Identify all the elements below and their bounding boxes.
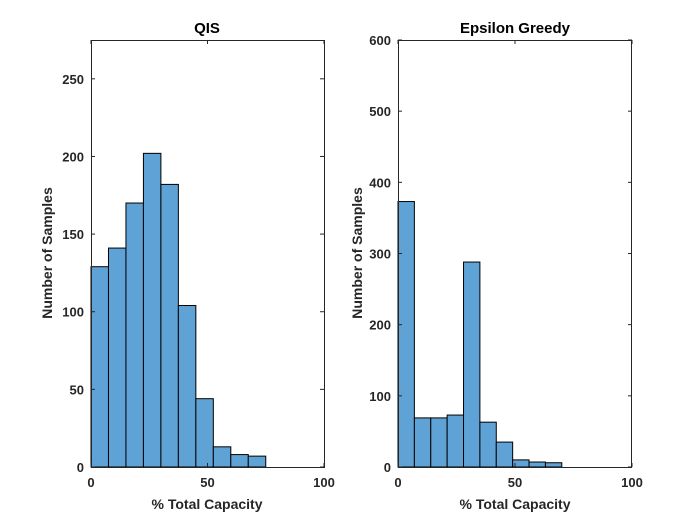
chart-qis-title: QIS: [194, 20, 220, 37]
chart-epsilon-greedy-ytick-label-100: 100: [369, 389, 391, 404]
chart-qis-frame: [91, 40, 325, 468]
chart-epsilon-greedy-ticks: 0 50 100 0 100 200 300 400 500 600: [369, 33, 643, 490]
chart-qis-ytick-label-150: 150: [62, 227, 84, 242]
chart-qis-bar-7: [212, 446, 232, 468]
chart-epsilon-greedy-bar-5: [479, 421, 497, 468]
chart-qis-xtick-label-50: 50: [200, 475, 214, 490]
chart-qis-ytick-label-0: 0: [77, 460, 84, 475]
chart-qis-bar-2: [125, 202, 144, 468]
chart-qis-bar-9: [247, 455, 267, 468]
chart-qis-bar-4: [160, 183, 179, 468]
chart-epsilon-greedy-bar-4: [463, 261, 481, 468]
chart-epsilon-greedy-ytick-label-600: 600: [369, 33, 391, 48]
chart-epsilon-greedy-frame: [398, 40, 632, 468]
chart-epsilon-greedy-xtick-label-50: 50: [508, 475, 522, 490]
chart-epsilon-greedy-xtick-label-100: 100: [621, 475, 643, 490]
chart-epsilon-greedy-bar-9: [544, 462, 563, 468]
chart-epsilon-greedy-bar-6: [495, 441, 514, 468]
chart-qis-bar-8: [230, 454, 249, 468]
chart-qis-bar-0: [90, 266, 109, 468]
chart-qis-ytick-label-100: 100: [62, 305, 84, 320]
chart-epsilon-greedy-ytick-label-300: 300: [369, 247, 391, 262]
chart-qis: QIS % Total Capacity Number of Samples 0…: [39, 20, 335, 512]
chart-epsilon-greedy-bar-2: [430, 417, 448, 468]
chart-epsilon-greedy: Epsilon Greedy % Total Capacity Number o…: [349, 20, 643, 512]
chart-epsilon-greedy-bars: [397, 201, 563, 468]
chart-epsilon-greedy-bar-1: [413, 417, 432, 468]
chart-epsilon-greedy-ytick-label-400: 400: [369, 175, 391, 190]
chart-qis-ytick-label-200: 200: [62, 149, 84, 164]
chart-qis-bar-3: [142, 152, 162, 468]
chart-epsilon-greedy-bar-0: [397, 201, 415, 468]
chart-qis-bar-5: [177, 305, 197, 468]
chart-epsilon-greedy-ytick-label-0: 0: [384, 460, 391, 475]
chart-epsilon-greedy-xlabel: % Total Capacity: [460, 496, 571, 512]
chart-epsilon-greedy-ytick-label-500: 500: [369, 104, 391, 119]
chart-epsilon-greedy-title: Epsilon Greedy: [460, 20, 571, 37]
chart-qis-bars: [90, 152, 267, 468]
chart-qis-ytick-label-250: 250: [62, 72, 84, 87]
chart-qis-ylabel: Number of Samples: [39, 187, 55, 319]
chart-epsilon-greedy-ylabel: Number of Samples: [349, 187, 365, 319]
chart-epsilon-greedy-bar-8: [528, 461, 546, 468]
chart-qis-xtick-label-0: 0: [87, 475, 94, 490]
chart-qis-xlabel: % Total Capacity: [152, 496, 263, 512]
chart-qis-bar-1: [107, 247, 127, 468]
chart-epsilon-greedy-ytick-label-200: 200: [369, 318, 391, 333]
chart-qis-ticks: 0 50 100 0 50 100 150 200 250: [62, 40, 335, 490]
chart-epsilon-greedy-bar-3: [446, 414, 465, 468]
chart-qis-bar-6: [195, 398, 214, 468]
chart-qis-ytick-label-50: 50: [70, 382, 84, 397]
chart-qis-xtick-label-100: 100: [313, 475, 335, 490]
chart-epsilon-greedy-xtick-label-0: 0: [394, 475, 401, 490]
